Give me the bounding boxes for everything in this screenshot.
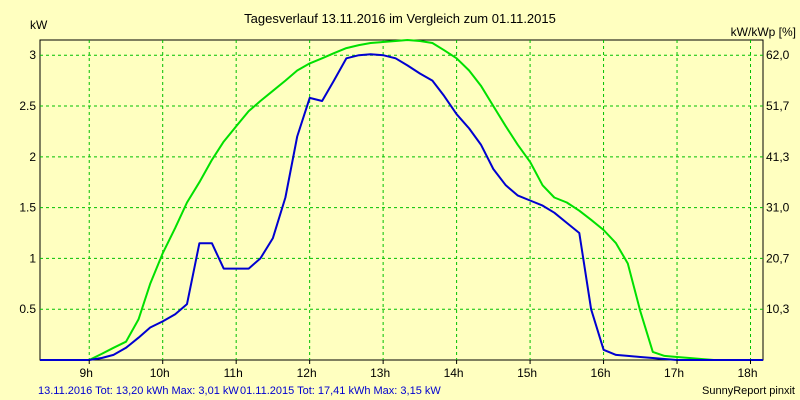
y-tick-label-left: 2 [29, 150, 36, 164]
series-line-1 [40, 53, 763, 361]
plot-area [39, 39, 764, 361]
x-tick-label: 15h [517, 366, 537, 380]
ticks: 9h 10h 11h 12h 13h 14h 15h 16h 17h 18h 0.5 1 1.5 2 2.5… [19, 48, 789, 380]
x-tick-label: 9h [80, 366, 93, 380]
footer-series1: 13.11.2016 Tot: 13,20 kWh Max: 3,01 kW [38, 385, 239, 397]
y-tick-label-right: 51,7 [766, 99, 790, 113]
y-tick-label-left: 0.5 [19, 302, 36, 316]
x-tick-label: 18h [737, 366, 757, 380]
y-tick-label-right: 20,7 [766, 251, 790, 265]
series-layer [40, 39, 763, 361]
y-tick-label-left: 2.5 [19, 99, 36, 113]
y-tick-label-left: 3 [29, 48, 36, 62]
footer-series2: 01.11.2015 Tot: 17,41 kWh Max: 3,15 kW [240, 385, 441, 397]
y-tick-label-left: 1 [29, 251, 36, 265]
x-tick-label: 17h [664, 366, 684, 380]
y-tick-label-right: 62,0 [766, 48, 790, 62]
x-tick-label: 14h [444, 366, 464, 380]
y-axis-label-left: kW [30, 18, 48, 32]
series-line-2 [40, 39, 763, 361]
x-tick-label: 16h [591, 366, 611, 380]
y-tick-label-right: 31,0 [766, 201, 790, 215]
x-tick-label: 13h [370, 366, 390, 380]
y-axis-label-right: kW/kWp [%] [731, 25, 796, 39]
y-tick-label-left: 1.5 [19, 201, 36, 215]
x-tick-label: 11h [224, 366, 243, 380]
x-tick-label: 12h [297, 366, 317, 380]
footer-brand: SunnyReport pinxit [702, 385, 795, 397]
chart-title: Tagesverlauf 13.11.2016 im Vergleich zum… [244, 11, 556, 26]
x-tick-label: 10h [150, 366, 170, 380]
y-tick-label-right: 10,3 [766, 302, 790, 316]
y-tick-label-right: 41,3 [766, 150, 790, 164]
